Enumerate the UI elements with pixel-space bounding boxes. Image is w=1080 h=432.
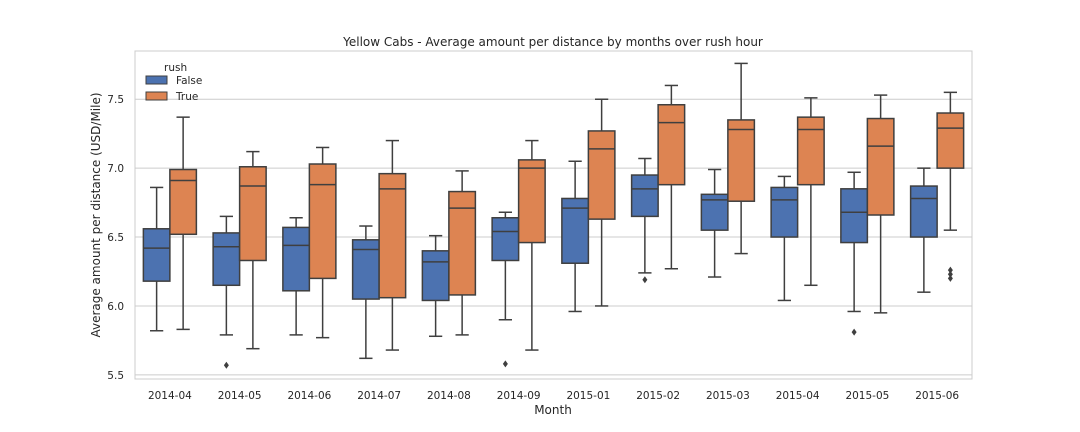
outlier-point [947,274,953,282]
box-true-2015-04 [796,97,825,287]
box-false-2015-04 [770,175,799,302]
outlier-point [223,361,229,369]
y-axis-label: Average amount per distance (USD/Mile) [89,92,103,337]
iqr-box [840,188,869,244]
y-tick-label: 7.5 [107,94,124,106]
x-tick-label: 2014-07 [357,390,401,402]
x-tick-label: 2014-06 [287,390,331,402]
x-tick-label: 2014-04 [148,390,192,402]
x-tick-label: 2015-02 [636,390,680,402]
outlier-point [947,270,953,278]
iqr-box [421,250,450,302]
y-tick-label: 7.0 [107,163,124,175]
x-tick-labels: 2014-04 2014-05 2014-06 2014-07 2014-08 2014-… [148,390,959,402]
legend-swatch-false [145,75,168,85]
box-true-2015-02 [657,84,686,270]
iqr-box [866,117,895,216]
box-false-2015-05 [840,171,869,336]
iqr-box [796,116,825,186]
box-false-2015-02 [630,157,659,284]
y-tick-labels: 5.5 6.0 6.5 7.0 7.5 [107,94,124,382]
iqr-box [169,168,198,236]
x-tick-label: 2014-09 [497,390,541,402]
chart-title: Yellow Cabs - Average amount per distanc… [342,35,763,49]
iqr-box [909,185,938,238]
legend-swatch-true [145,91,168,101]
iqr-box [727,119,756,202]
iqr-box [142,228,171,282]
box-true-2014-08 [448,170,477,336]
legend-title: rush [164,62,187,74]
x-tick-label: 2015-04 [776,390,820,402]
outlier-point [502,360,508,368]
box-false-2014-06 [282,217,311,336]
box-true-2014-04 [169,116,198,331]
iqr-box [351,239,380,300]
outlier-point [642,276,648,284]
box-false-2015-03 [700,168,729,278]
box-false-2014-08 [421,234,450,338]
box-false-2014-04 [142,186,171,332]
box-false-2015-01 [561,160,590,313]
x-tick-label: 2015-01 [566,390,610,402]
iqr-box [448,190,477,296]
legend: rush False True [145,62,202,103]
box-true-2015-01 [587,98,616,307]
box-false-2015-06 [909,167,938,293]
x-tick-label: 2014-05 [218,390,262,402]
box-true-2015-03 [727,62,756,255]
iqr-box [657,103,686,186]
iqr-box [238,166,267,262]
box-group [142,62,965,369]
iqr-box [517,159,546,244]
iqr-box [561,197,590,264]
iqr-box [282,226,311,292]
y-tick-label: 5.5 [107,370,124,382]
box-false-2014-07 [351,225,380,360]
iqr-box [212,232,241,287]
box-true-2014-06 [308,146,337,339]
iqr-box [630,174,659,218]
outlier-point [851,328,857,336]
box-false-2014-09 [491,211,520,368]
plot-area [134,50,973,380]
box-true-2014-07 [378,139,407,351]
x-tick-label: 2015-06 [915,390,959,402]
box-true-2014-05 [238,150,267,350]
y-tick-label: 6.0 [107,301,124,313]
box-true-2015-06 [936,91,965,282]
iqr-box [378,172,407,299]
iqr-box [491,217,520,262]
iqr-box [308,163,337,280]
grid-lines [135,98,972,376]
legend-label-false: False [176,75,202,87]
x-tick-label: 2014-08 [427,390,471,402]
iqr-box [936,112,965,169]
x-axis-label: Month [534,403,572,417]
x-tick-label: 2015-03 [706,390,750,402]
legend-label-true: True [175,91,198,103]
y-tick-label: 6.5 [107,232,124,244]
outlier-point [947,266,953,274]
x-tick-label: 2015-05 [845,390,889,402]
box-true-2015-05 [866,94,895,314]
iqr-box [770,186,799,238]
iqr-box [587,130,616,220]
box-true-2014-09 [517,139,546,351]
